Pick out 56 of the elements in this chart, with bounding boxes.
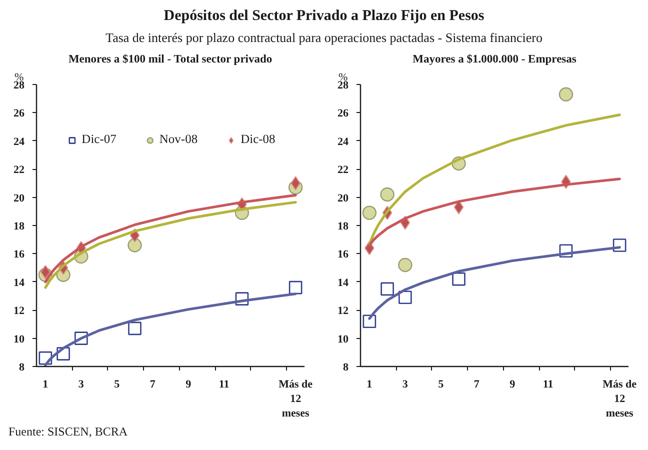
- y-tick-label: 24: [14, 136, 25, 148]
- x-tick-label: 11: [542, 378, 554, 390]
- legend-label: Dic-07: [82, 132, 116, 148]
- x-tick-label: 1: [42, 378, 48, 390]
- y-tick-label: 10: [338, 333, 349, 346]
- y-tick-label: 8: [343, 361, 349, 374]
- point: [380, 282, 394, 296]
- y-tick-label: 26: [338, 108, 349, 120]
- point: [288, 280, 302, 294]
- y-tick-label: 14: [338, 276, 349, 289]
- point: [380, 187, 394, 202]
- x-tick-label: 7: [474, 378, 480, 390]
- y-tick-label: 22: [338, 164, 349, 176]
- point: [454, 200, 464, 214]
- point: [128, 322, 142, 336]
- x-tick-label: Más de 12 meses: [602, 378, 637, 420]
- x-tick-label: 1: [366, 378, 372, 390]
- y-tick-label: 12: [338, 305, 349, 318]
- y-tick-label: 8: [19, 361, 25, 374]
- y-tick-label: 14: [14, 276, 25, 289]
- point: [362, 314, 376, 328]
- x-tick-label: 9: [510, 378, 516, 390]
- point: [558, 87, 574, 102]
- y-tick-label: 26: [14, 108, 25, 120]
- legend-label: Nov-08: [159, 132, 198, 148]
- chart-title: Menores a $100 mil - Total sector privado: [68, 53, 272, 66]
- y-tick-label: 24: [338, 136, 349, 148]
- y-tick-label: 16: [14, 248, 25, 261]
- point: [452, 272, 466, 286]
- point: [398, 290, 412, 304]
- x-tick-label: 7: [150, 378, 156, 390]
- source-note: Fuente: SISCEN, BCRA: [8, 424, 128, 438]
- y-tick-label: 18: [14, 220, 25, 232]
- x-tick-label: 3: [402, 378, 408, 390]
- x-tick-label: 9: [186, 378, 192, 390]
- y-tick-label: 22: [14, 164, 25, 176]
- y-tick-label: 10: [14, 333, 25, 346]
- point: [362, 206, 377, 220]
- x-tick-label: 11: [218, 378, 230, 390]
- y-tick-label: 28: [338, 79, 349, 92]
- chart-title: Mayores a $1.000.000 - Empresas: [412, 53, 577, 66]
- y-tick-label: 12: [14, 305, 25, 318]
- y-tick-label: 20: [14, 192, 25, 204]
- y-tick-label: 28: [14, 79, 25, 92]
- y-tick-label: 16: [338, 248, 349, 261]
- y-tick-label: 20: [338, 192, 349, 204]
- y-tick-label: 18: [338, 220, 349, 232]
- point: [398, 258, 412, 272]
- legend-label: Dic-08: [240, 132, 276, 148]
- point: [128, 238, 142, 252]
- text: Tasa de interés por plazo contractual para operaciones pactadas - Sistema financiero: [106, 29, 542, 48]
- x-tick-label: Más de 12 meses: [278, 378, 313, 420]
- x-tick-label: 5: [438, 378, 444, 390]
- text: Depósitos del Sector Privado a Plazo Fijo en Pesos: [164, 7, 484, 26]
- x-tick-label: 3: [78, 378, 84, 390]
- x-tick-label: 5: [114, 378, 120, 390]
